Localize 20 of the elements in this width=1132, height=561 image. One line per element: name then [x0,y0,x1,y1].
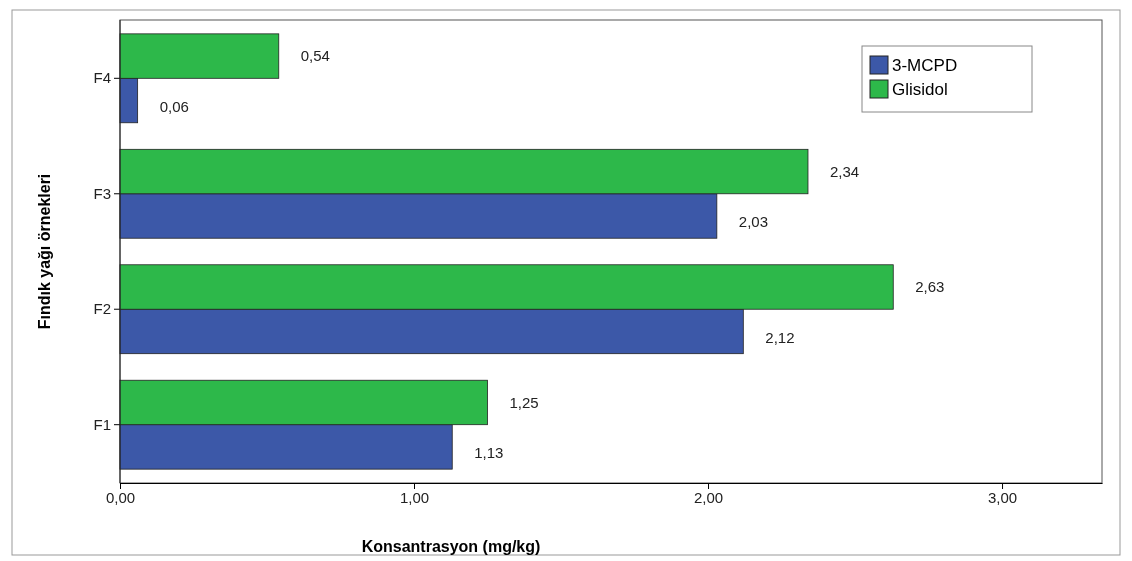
x-tick-label: 3,00 [987,488,1018,506]
legend-label: 3-MCPD [892,55,958,75]
data-label: 2,03 [738,213,769,231]
data-label: 2,12 [765,328,795,346]
legend-label: Glisidol [892,79,948,99]
x-tick-label: 2,00 [693,488,724,506]
x-axis-title: Konsantrasyon (mg/kg) [361,538,541,555]
data-label: 0,06 [159,97,189,115]
data-label: 2,63 [915,278,945,296]
y-axis-title: Fındık yağı örnekleri [36,173,53,330]
data-label: 0,54 [300,47,330,65]
y-tick-label: F4 [93,69,111,87]
y-tick-label: F1 [93,415,111,433]
x-tick-label: 0,00 [105,488,136,506]
data-label: 1,25 [509,393,539,411]
data-label: 1,13 [474,444,504,462]
x-tick-label: 1,00 [399,488,430,506]
data-label: 2,34 [829,162,860,180]
y-tick-label: F3 [93,184,111,202]
y-tick-label: F2 [93,300,111,318]
